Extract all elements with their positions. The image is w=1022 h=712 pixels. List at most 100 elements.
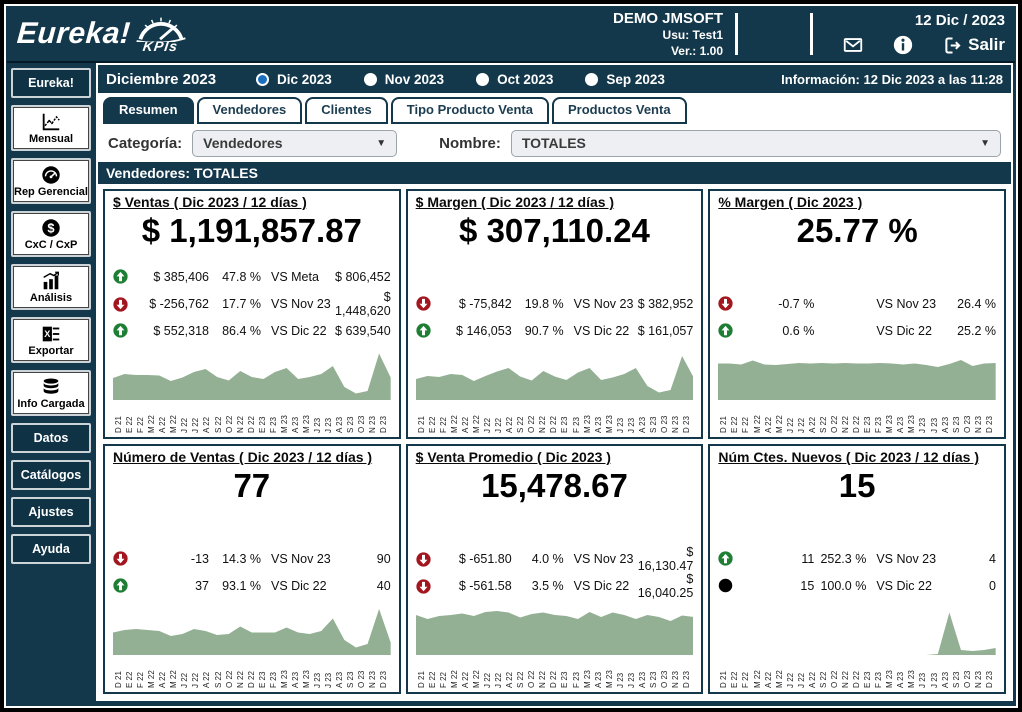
comparison-label: VS Nov 23 [564,297,636,311]
up-arrow-icon [718,323,738,338]
spark-x-label: M 23 [886,656,894,688]
spark-x-label: J 23 [931,401,939,433]
comparison-value: 90 [333,552,391,566]
sidebar-item-label: Eureka! [28,76,74,90]
categoria-select[interactable]: Vendedores ▼ [192,130,397,157]
spark-x-label: A 23 [292,656,300,688]
spark-x-label: F 23 [270,401,278,433]
period-option-nov-2023[interactable]: Nov 2023 [364,72,444,87]
radio-button-icon [476,73,489,86]
sidebar-item-ayuda[interactable]: Ayuda [11,534,91,564]
spark-x-label: J 22 [495,401,503,433]
comparison-value: $ 16,040.25 [636,572,694,600]
spark-x-label: E 22 [126,401,134,433]
spark-x-label: O 23 [358,401,366,433]
delta-value: $ -75,842 [436,297,512,311]
period-option-label: Oct 2023 [497,72,553,87]
period-title: Diciembre 2023 [106,71,256,88]
sidebar-item-datos[interactable]: Datos [11,423,91,453]
sidebar-item-rep-gerencial[interactable]: Rep Gerencial [11,158,91,204]
tab-resumen[interactable]: Resumen [103,97,194,124]
card-title: % Margen ( Dic 2023 ) [718,194,996,210]
spark-x-label: A 22 [809,656,817,688]
spark-x-label: O 22 [831,656,839,688]
delta-percent: 100.0 % [814,579,866,593]
comparison-rows: -1314.3 %VS Nov 23903793.1 %VS Dic 2240 [113,545,391,599]
spark-x-label: F 23 [875,401,883,433]
spark-x-label: J 23 [325,401,333,433]
tab-productos-venta[interactable]: Productos Venta [552,97,687,124]
spark-x-label: M 23 [908,401,916,433]
spark-x-label: S 23 [347,656,355,688]
comparison-value: 4 [938,552,996,566]
delta-value: $ 552,318 [133,324,209,338]
salir-button[interactable]: Salir [942,35,1005,56]
spark-x-label: D 21 [418,401,426,433]
comparison-label: VS Dic 22 [564,579,636,593]
spark-x-label: M 22 [473,401,481,433]
spark-x-label: M 22 [754,656,762,688]
period-option-oct-2023[interactable]: Oct 2023 [476,72,553,87]
comparison-label: VS Meta [261,270,333,284]
spark-x-label: M 23 [886,401,894,433]
delta-percent: 86.4 % [209,324,261,338]
comparison-value: $ 806,452 [333,270,391,284]
spark-x-label: S 22 [820,401,828,433]
sidebar-item-cxc-cxp[interactable]: $CxC / CxP [11,211,91,257]
header: Eureka! KPIs DEMO JMSOFT Usu: Test1 Ver.… [7,7,1015,63]
spark-x-label: S 23 [650,401,658,433]
sidebar-item-info-cargada[interactable]: Info Cargada [11,370,91,416]
logo-subtext: KPIs [141,38,178,54]
comparison-value: $ 1,448,620 [333,290,391,318]
nombre-select[interactable]: TOTALES ▼ [511,130,1001,157]
logo-gauge: KPIs [133,11,189,57]
sparkline-chart [113,350,391,400]
tab-label: Resumen [119,102,178,117]
tab-clientes[interactable]: Clientes [305,97,388,124]
period-option-dic-2023[interactable]: Dic 2023 [256,72,332,87]
tab-vendedores[interactable]: Vendedores [197,97,303,124]
spark-x-label: J 22 [192,401,200,433]
up-arrow-icon [113,323,133,338]
sidebar-item-eureka[interactable]: Eureka! [11,68,91,98]
radio-button-icon [256,73,269,86]
spark-x-label: O 23 [661,656,669,688]
spark-x-label: M 23 [303,401,311,433]
comparison-rows: $ 385,40647.8 %VS Meta$ 806,452$ -256,76… [113,263,391,344]
spark-x-label: S 22 [215,401,223,433]
delta-value: $ 385,406 [133,270,209,284]
chevron-down-icon: ▼ [980,138,990,149]
spark-x-label: N 23 [672,656,680,688]
comparison-rows: $ -651.804.0 %VS Nov 23$ 16,130.47$ -561… [416,545,694,599]
tab-tipo-producto-venta[interactable]: Tipo Producto Venta [391,97,549,124]
header-actions: Salir [842,34,1005,56]
down-arrow-icon [718,296,738,311]
kpi-card-venta-promedio: $ Venta Promedio ( Dic 2023 )15,478.67$ … [406,444,704,694]
delta-value: $ -256,762 [133,297,209,311]
tab-bar: Resumen VendedoresClientesTipo Producto V… [98,93,1011,124]
spark-x-axis: D 21E 22F 22M 22A 22M 22J 22J 22A 22S 22… [718,400,996,433]
period-option-sep-2023[interactable]: Sep 2023 [585,72,665,87]
card-value: $ 1,191,857.87 [113,212,391,250]
mail-icon[interactable] [842,34,864,56]
spark-x-label: O 22 [226,656,234,688]
spark-x-label: J 22 [484,656,492,688]
sidebar-item-mensual[interactable]: Mensual [11,105,91,151]
spark-x-label: M 23 [584,401,592,433]
sidebar-item-ajustes[interactable]: Ajustes [11,497,91,527]
comparison-row: $ -651.804.0 %VS Nov 23$ 16,130.47 [416,545,694,572]
info-icon[interactable] [892,34,914,56]
kpi-card-num-ctes-nuevos: Núm Ctes. Nuevos ( Dic 2023 / 12 días )1… [708,444,1006,694]
spark-x-label: M 23 [584,656,592,688]
delta-value: $ -651.80 [436,552,512,566]
spark-x-label: J 22 [798,656,806,688]
categoria-value: Vendedores [203,135,282,151]
sidebar-item-catalogos[interactable]: Catálogos [11,460,91,490]
delta-value: -13 [133,552,209,566]
sidebar-item-analisis[interactable]: Análisis [11,264,91,310]
spark-x-label: D 21 [720,401,728,433]
svg-text:$: $ [47,221,54,236]
comparison-value: 40 [333,579,391,593]
sidebar-item-exportar[interactable]: XExportar [11,317,91,363]
spark-x-axis: D 21E 22F 22M 22A 22M 22J 22J 22A 22S 22… [113,400,391,433]
